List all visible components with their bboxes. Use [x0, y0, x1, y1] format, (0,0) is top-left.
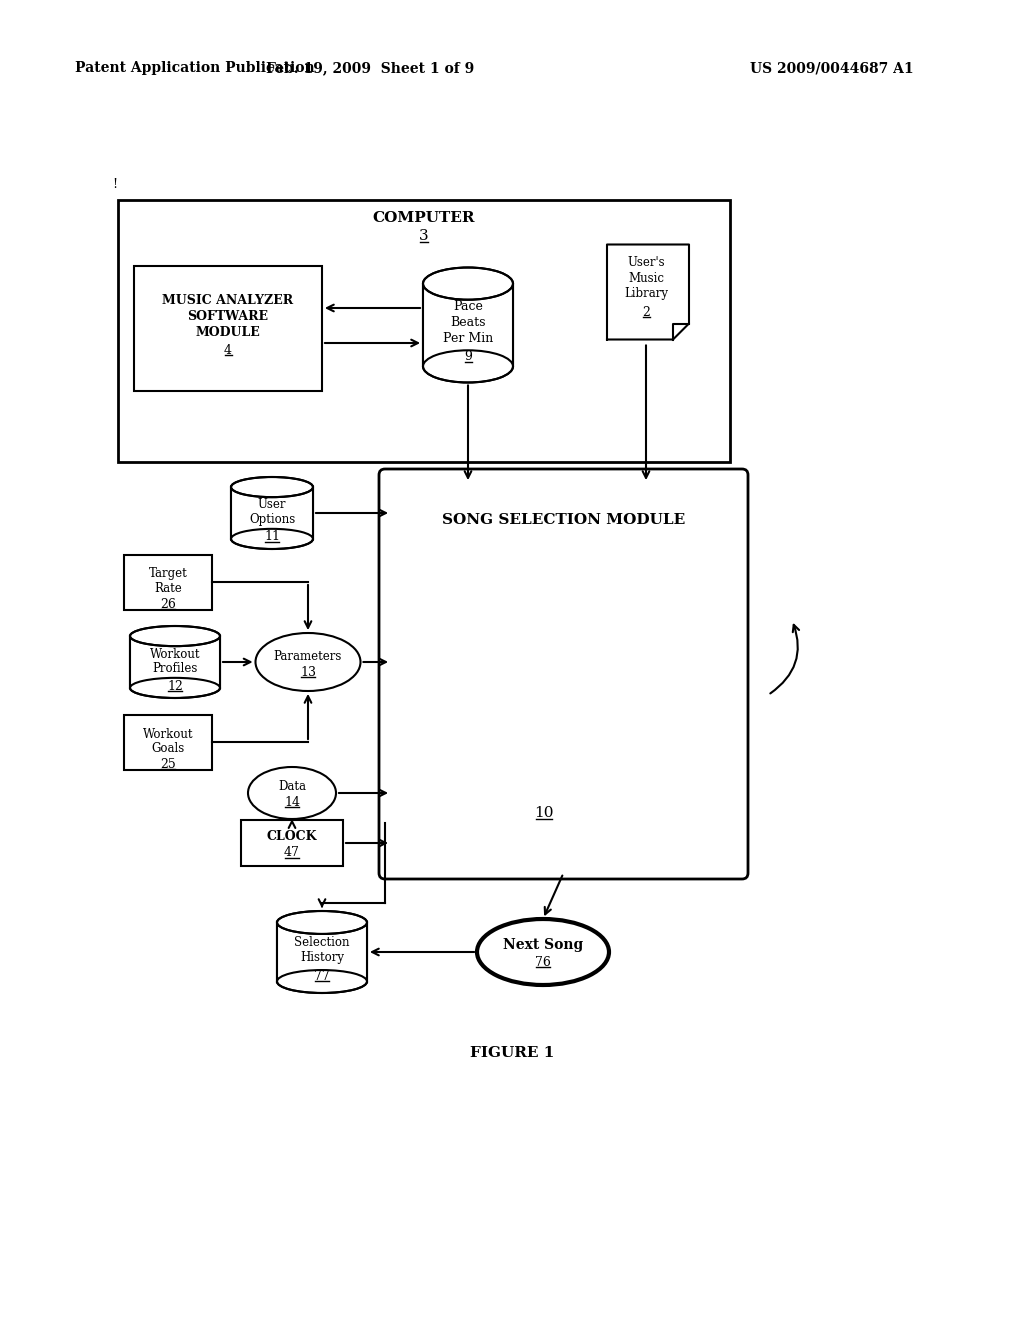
Text: Workout: Workout [142, 727, 194, 741]
Polygon shape [607, 244, 689, 339]
Ellipse shape [423, 268, 513, 300]
Text: Goals: Goals [152, 742, 184, 755]
Text: History: History [300, 950, 344, 964]
Ellipse shape [130, 678, 220, 698]
Text: 11: 11 [264, 531, 280, 544]
Text: FIGURE 1: FIGURE 1 [470, 1045, 554, 1060]
Text: Library: Library [624, 288, 668, 301]
Text: Profiles: Profiles [153, 661, 198, 675]
Bar [231, 487, 313, 539]
Text: Patent Application Publication: Patent Application Publication [75, 61, 314, 75]
Text: 14: 14 [284, 796, 300, 808]
Text: 10: 10 [534, 807, 553, 820]
Text: 26: 26 [160, 598, 176, 610]
Ellipse shape [278, 970, 367, 993]
Text: Selection: Selection [294, 936, 350, 949]
Text: SONG SELECTION MODULE: SONG SELECTION MODULE [442, 513, 685, 527]
Text: Feb. 19, 2009  Sheet 1 of 9: Feb. 19, 2009 Sheet 1 of 9 [266, 61, 474, 75]
Bar [241, 820, 343, 866]
Text: Options: Options [249, 512, 295, 525]
Text: 4: 4 [224, 343, 232, 356]
Text: !: ! [112, 178, 117, 191]
Text: 9: 9 [464, 351, 472, 363]
Text: 13: 13 [300, 665, 316, 678]
Text: 77: 77 [314, 969, 330, 982]
Bar [134, 265, 322, 391]
Text: SOFTWARE: SOFTWARE [187, 309, 268, 322]
Text: 25: 25 [160, 758, 176, 771]
Text: User: User [258, 499, 287, 511]
Ellipse shape [231, 529, 313, 549]
Text: MODULE: MODULE [196, 326, 260, 338]
Bar [278, 923, 367, 982]
Ellipse shape [423, 350, 513, 383]
FancyArrowPatch shape [770, 624, 799, 693]
Ellipse shape [231, 477, 313, 498]
Bar [118, 201, 730, 462]
Text: 12: 12 [167, 680, 183, 693]
Ellipse shape [477, 919, 609, 985]
Text: Per Min: Per Min [442, 333, 494, 346]
Text: Music: Music [628, 272, 664, 285]
Text: Parameters: Parameters [273, 649, 342, 663]
Text: 3: 3 [419, 228, 429, 243]
Text: Workout: Workout [150, 648, 201, 660]
Text: User's: User's [627, 256, 665, 268]
Text: Pace: Pace [453, 301, 483, 314]
FancyBboxPatch shape [379, 469, 748, 879]
Ellipse shape [130, 626, 220, 647]
Ellipse shape [278, 911, 367, 935]
Bar [124, 714, 212, 770]
Text: CLOCK: CLOCK [266, 830, 317, 843]
Text: Target: Target [148, 568, 187, 581]
Text: Rate: Rate [155, 582, 182, 594]
Text: 76: 76 [536, 956, 551, 969]
Text: MUSIC ANALYZER: MUSIC ANALYZER [163, 293, 294, 306]
Text: Next Song: Next Song [503, 939, 583, 952]
Text: 47: 47 [284, 846, 300, 859]
Bar [130, 636, 220, 688]
Bar [423, 284, 513, 367]
Bar [124, 554, 212, 610]
Text: Beats: Beats [451, 317, 485, 330]
Text: 2: 2 [642, 305, 650, 318]
Text: COMPUTER: COMPUTER [373, 211, 475, 224]
Text: US 2009/0044687 A1: US 2009/0044687 A1 [750, 61, 913, 75]
Ellipse shape [256, 634, 360, 690]
Text: Data: Data [278, 780, 306, 793]
Ellipse shape [248, 767, 336, 818]
